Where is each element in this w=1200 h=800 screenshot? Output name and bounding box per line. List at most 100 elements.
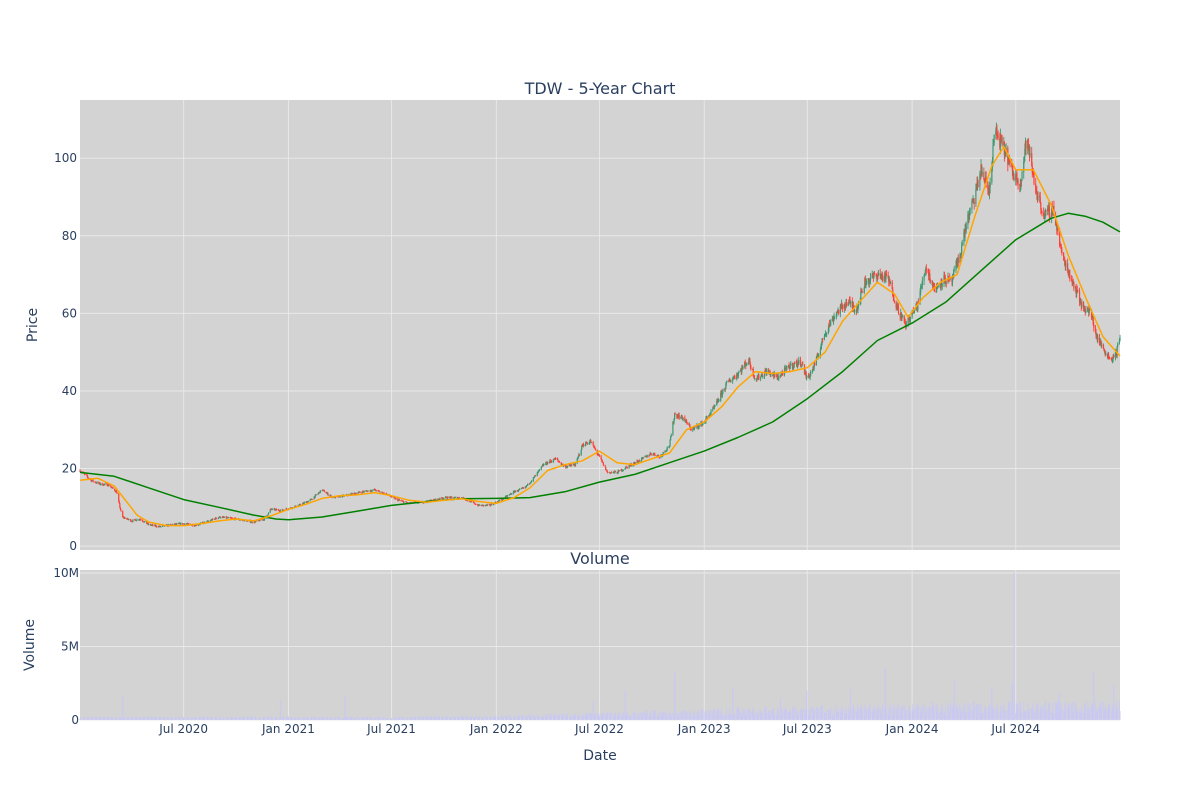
candle-body — [156, 526, 158, 528]
candle-body — [640, 457, 643, 461]
volume-bar — [1100, 701, 1102, 720]
volume-spike-bar — [674, 672, 676, 720]
volume-bar — [967, 701, 969, 720]
volume-bar — [702, 710, 704, 720]
volume-bar — [1095, 706, 1097, 720]
candle-body — [857, 305, 859, 310]
candle-body — [730, 380, 732, 383]
volume-bar — [322, 717, 324, 720]
candle-body — [889, 282, 892, 285]
volume-bar — [864, 704, 866, 720]
candle-body — [788, 365, 790, 368]
volume-bar — [890, 703, 891, 720]
volume-bar — [486, 715, 488, 720]
volume-bar — [98, 716, 100, 720]
volume-bar — [808, 708, 810, 720]
volume-bar — [741, 714, 743, 720]
volume-bar — [490, 716, 492, 720]
candle-body — [506, 495, 508, 497]
candle-body — [353, 492, 356, 494]
volume-bar — [253, 716, 255, 720]
volume-bar — [694, 716, 696, 720]
volume-bar — [361, 717, 363, 720]
candle-body — [533, 476, 536, 478]
volume-bar — [690, 715, 692, 720]
candle-body — [94, 481, 96, 483]
volume-bar — [896, 709, 898, 720]
volume-bar — [438, 716, 440, 720]
candle-body — [87, 477, 90, 479]
volume-bar — [622, 712, 624, 720]
volume-bar — [391, 717, 393, 720]
volume-bar — [433, 718, 435, 720]
volume-bar — [676, 710, 678, 720]
candle-body — [1015, 174, 1017, 181]
volume-bar — [706, 713, 707, 720]
volume-bar — [662, 711, 664, 720]
candle-body — [814, 363, 816, 366]
volume-bar — [654, 710, 656, 720]
volume-bar — [915, 708, 917, 720]
volume-bar — [240, 717, 242, 720]
volume-bar — [196, 717, 198, 720]
volume-bar — [486, 717, 488, 720]
volume-bar — [224, 718, 226, 720]
candle-body — [225, 516, 227, 519]
candle-body — [872, 274, 874, 276]
candle-body — [793, 363, 795, 366]
candle-body — [921, 286, 923, 287]
candle-body — [514, 491, 516, 493]
candle-body — [917, 302, 919, 310]
volume-bar — [314, 718, 316, 720]
volume-bar — [256, 717, 258, 720]
volume-bar — [575, 713, 576, 720]
volume-bar — [876, 712, 878, 720]
volume-bar — [99, 717, 101, 720]
volume-bar — [505, 717, 506, 720]
candle-body — [102, 483, 104, 486]
candle-body — [498, 500, 500, 502]
candle-body — [1089, 309, 1091, 311]
volume-subplot-title: Volume — [570, 549, 630, 568]
candle-body — [682, 417, 684, 420]
volume-bar — [905, 714, 907, 720]
volume-bar — [886, 713, 887, 720]
candle-body — [811, 370, 814, 372]
volume-bar — [293, 717, 295, 720]
volume-bar — [313, 716, 315, 720]
candle-body — [754, 378, 756, 380]
candle-body — [853, 308, 855, 312]
volume-bar — [1004, 713, 1006, 720]
volume-bar — [582, 714, 584, 720]
volume-bar — [666, 716, 668, 720]
candle-body — [100, 483, 102, 485]
volume-bar — [233, 718, 235, 720]
volume-bar — [552, 714, 554, 720]
volume-bar — [1048, 703, 1050, 720]
candle-body — [417, 502, 419, 504]
volume-bar — [613, 715, 615, 720]
volume-bar — [414, 717, 416, 720]
candle-body — [650, 453, 652, 455]
volume-bar — [548, 716, 550, 720]
candle-body — [760, 374, 762, 377]
volume-bar — [899, 713, 901, 720]
volume-spike-bar — [1113, 684, 1115, 720]
volume-bar — [632, 712, 634, 720]
volume-bar — [621, 714, 623, 720]
volume-plot-area — [80, 570, 1120, 720]
volume-bar — [223, 716, 224, 720]
candle-body — [361, 492, 363, 494]
volume-bar — [685, 712, 687, 720]
volume-bar — [1085, 702, 1087, 720]
volume-bar — [708, 714, 710, 720]
volume-bar — [399, 717, 401, 720]
candle-body — [690, 428, 692, 431]
candle-body — [891, 282, 893, 290]
volume-bar — [760, 713, 762, 720]
volume-bar — [462, 716, 464, 720]
volume-bar — [287, 717, 289, 720]
volume-bar — [291, 717, 293, 720]
volume-bar — [467, 716, 469, 720]
volume-bar — [176, 718, 178, 720]
